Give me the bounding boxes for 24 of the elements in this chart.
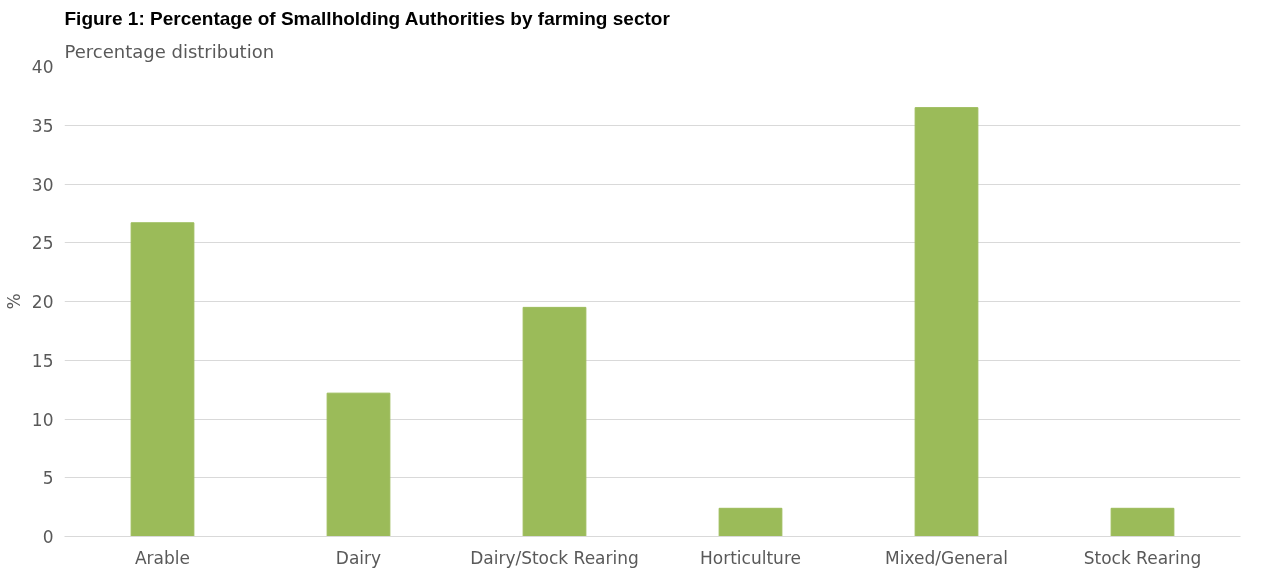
y-tick-label: 20 <box>31 292 54 312</box>
y-tick-label: 10 <box>31 409 54 430</box>
y-tick-label: 30 <box>31 174 54 195</box>
bar <box>718 507 783 537</box>
y-tick-label: 15 <box>31 350 54 371</box>
x-tick-label: Horticulture <box>700 547 801 568</box>
x-tick-label: Dairy <box>335 547 382 568</box>
bar <box>130 222 195 537</box>
x-tick-label: Dairy/Stock Rearing <box>470 547 639 568</box>
y-tick-label: 35 <box>31 115 54 136</box>
x-tick-label: Mixed/General <box>885 547 1008 568</box>
y-axis-title: % <box>3 293 24 310</box>
y-tick-label: 0 <box>42 527 54 547</box>
chart-title: Figure 1: Percentage of Smallholding Authorities by farming sector <box>64 7 671 29</box>
y-tick-label: 40 <box>31 57 54 77</box>
x-tick-label: Stock Rearing <box>1083 547 1202 568</box>
bar <box>914 107 979 537</box>
y-tick-label: 25 <box>31 233 54 254</box>
bar <box>522 306 587 537</box>
bar <box>1110 507 1175 537</box>
x-tick-label: Arable <box>135 547 191 568</box>
chart-subtitle: Percentage distribution <box>64 40 275 62</box>
bar <box>326 392 391 537</box>
y-tick-label: 5 <box>42 468 54 489</box>
